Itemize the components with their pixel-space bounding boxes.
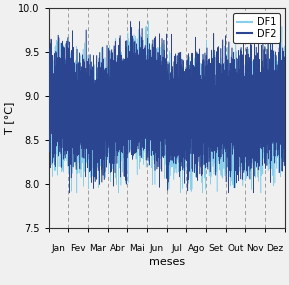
Text: Mai: Mai <box>129 244 145 253</box>
Text: Jun: Jun <box>150 244 164 253</box>
DF2 <box>278 138 281 141</box>
DF1 <box>200 122 204 125</box>
Line: DF1: DF1 <box>49 21 285 193</box>
X-axis label: meses: meses <box>149 256 185 266</box>
DF1 <box>275 88 278 91</box>
Text: Set: Set <box>208 244 223 253</box>
DF2 <box>68 191 71 195</box>
DF2 <box>127 67 131 71</box>
Text: Out: Out <box>227 244 244 253</box>
Text: Mar: Mar <box>89 244 106 253</box>
DF2 <box>259 70 262 74</box>
Text: Ago: Ago <box>188 244 205 253</box>
DF1 <box>111 124 114 127</box>
DF2 <box>129 20 132 23</box>
DF1 <box>47 84 51 87</box>
Y-axis label: T [°C]: T [°C] <box>4 102 14 134</box>
Legend: DF1, DF2: DF1, DF2 <box>233 13 280 43</box>
DF2 <box>111 123 114 126</box>
DF2 <box>275 140 278 144</box>
DF1 <box>75 191 79 195</box>
DF1 <box>147 20 151 23</box>
Text: Abr: Abr <box>110 244 125 253</box>
Line: DF2: DF2 <box>49 21 285 193</box>
Text: Dez: Dez <box>266 244 284 253</box>
DF2 <box>47 43 51 47</box>
Text: Fev: Fev <box>71 244 86 253</box>
Text: Jul: Jul <box>171 244 182 253</box>
Text: Nov: Nov <box>247 244 264 253</box>
DF1 <box>127 104 131 108</box>
DF2 <box>283 114 287 117</box>
Text: Jan: Jan <box>52 244 66 253</box>
DF2 <box>200 123 204 127</box>
DF1 <box>259 85 262 89</box>
DF1 <box>278 120 281 123</box>
DF1 <box>283 91 287 95</box>
